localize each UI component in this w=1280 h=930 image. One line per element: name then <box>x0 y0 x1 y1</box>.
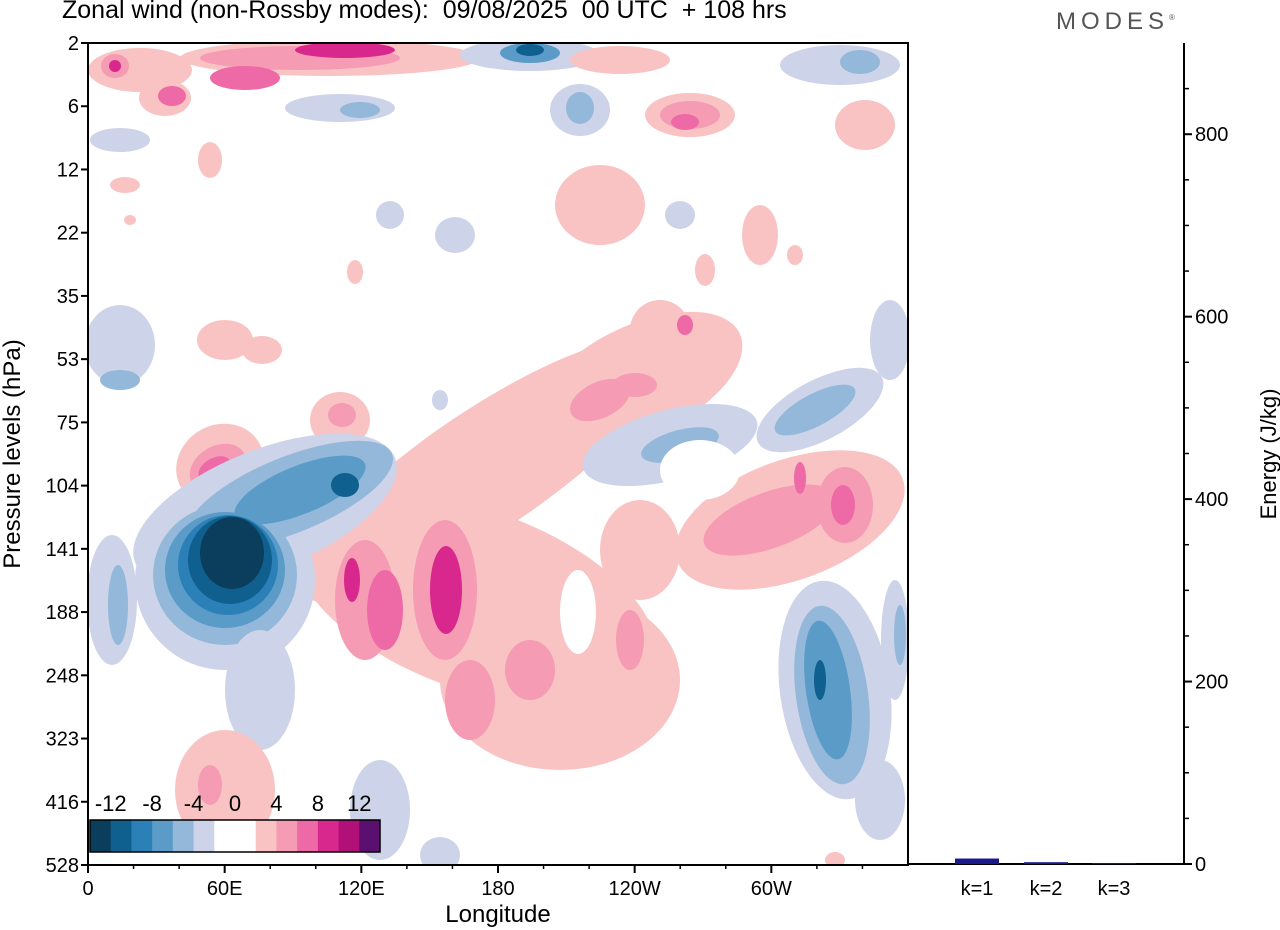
x-tick-label: 60W <box>751 878 792 900</box>
chart-title: Zonal wind (non-Rossby modes): 09/08/202… <box>62 0 787 24</box>
energy-bar <box>1092 863 1136 865</box>
colorbar-swatch <box>317 820 340 852</box>
logo-registered-mark: ® <box>1169 13 1175 22</box>
colorbar-tick-label: 4 <box>270 791 282 816</box>
y-tick-label: 2 <box>68 33 79 55</box>
energy-y-tick-label: 400 <box>1195 489 1228 511</box>
y-tick-label: 53 <box>57 349 79 371</box>
energy-category-label: k=2 <box>1030 878 1063 900</box>
y-axis: 2 6 12 22 35 53 75 104 141 188 248 323 416 528 <box>46 33 88 877</box>
colorbar-tick-label: 0 <box>229 791 241 816</box>
energy-y-tick-label: 0 <box>1195 854 1206 876</box>
y-tick-label: 35 <box>57 286 79 308</box>
colorbar-swatch <box>235 820 257 852</box>
colorbar-swatch <box>359 820 381 852</box>
y-tick-label: 323 <box>46 729 79 751</box>
colorbar-swatch <box>131 820 153 852</box>
colorbar-frame <box>89 819 381 853</box>
y-tick-label: 528 <box>46 855 79 877</box>
y-tick-label: 22 <box>57 223 79 245</box>
energy-y-tick-label: 800 <box>1195 124 1228 146</box>
y-tick-label: 141 <box>46 539 79 561</box>
blob-mid-troposphere <box>293 440 905 770</box>
energy-y-tick-label: 600 <box>1195 307 1228 329</box>
colorbar-swatch <box>297 820 319 852</box>
y-tick-label: 248 <box>46 665 79 687</box>
colorbar: -12 -8 -4 0 4 8 12 <box>89 791 381 853</box>
y-tick-label: 416 <box>46 792 79 814</box>
colorbar-swatch <box>90 820 112 852</box>
colorbar-swatch <box>152 820 174 852</box>
colorbar-swatch <box>276 820 298 852</box>
energy-category-label: k=1 <box>961 878 994 900</box>
x-tick-label: 0 <box>82 878 93 900</box>
blob-negative-core <box>88 433 397 750</box>
colorbar-swatch <box>110 820 132 852</box>
energy-bar <box>1024 862 1068 864</box>
y-tick-label: 6 <box>68 96 79 118</box>
x-tick-label: 120W <box>609 878 661 900</box>
x-tick-label: 60E <box>207 878 243 900</box>
colorbar-swatch <box>214 820 236 852</box>
colorbar-swatch <box>172 820 195 852</box>
colorbar-tick-label: 12 <box>347 791 371 816</box>
x-axis-label: Longitude <box>445 901 550 928</box>
colorbar-swatch <box>255 820 277 852</box>
x-tick-label: 180 <box>481 878 514 900</box>
logo-text: MODES <box>1056 8 1170 35</box>
colorbar-swatch <box>193 820 215 852</box>
x-axis: 0 60E 120E 180 120W 60W <box>82 865 864 900</box>
energy-category-label: k=3 <box>1098 878 1131 900</box>
energy-bars: k=1 k=2 k=3 <box>955 858 1136 900</box>
blob-stratosphere <box>88 43 900 286</box>
colorbar-tick-label: -8 <box>142 791 162 816</box>
energy-bar <box>955 858 999 864</box>
modes-logo: MODES® <box>1056 8 1175 36</box>
energy-y-tick-label: 200 <box>1195 672 1228 694</box>
y-tick-label: 12 <box>57 159 79 181</box>
energy-y-ticks: 0 200 400 600 800 <box>1184 87 1228 876</box>
energy-axis-label: Energy (J/kg) <box>1256 389 1280 520</box>
y-axis-label: Pressure levels (hPa) <box>0 339 26 568</box>
contour-field <box>88 43 908 865</box>
colorbar-tick-label: -4 <box>184 791 204 816</box>
y-tick-label: 75 <box>57 412 79 434</box>
x-tick-label: 120E <box>338 878 385 900</box>
colorbar-swatch <box>338 820 360 852</box>
y-tick-label: 188 <box>46 602 79 624</box>
colorbar-tick-label: 8 <box>312 791 324 816</box>
energy-bar-chart: k=1 k=2 k=3 0 200 400 600 800 Energy (J/kg) <box>908 43 1280 900</box>
colorbar-tick-label: -12 <box>95 791 127 816</box>
y-tick-label: 104 <box>46 476 79 498</box>
